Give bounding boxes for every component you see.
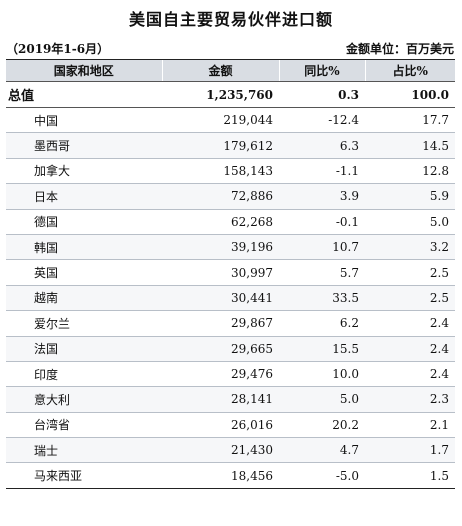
unit-label: 金额单位：百万美元 — [345, 42, 454, 56]
yoy-cell: 6.3 — [279, 132, 365, 159]
table-row: 越南 30,441 33.5 2.5 — [6, 285, 455, 312]
header-share: 占比% — [364, 59, 455, 82]
yoy-cell: 5.7 — [279, 259, 365, 286]
share-cell: 2.5 — [365, 285, 455, 312]
country-cell: 德国 — [6, 209, 162, 235]
amount-cell: 219,044 — [162, 107, 279, 134]
table-meta: （2019年1-6月） 金额单位：百万美元 — [6, 40, 454, 57]
header-amount: 金额 — [161, 59, 279, 82]
country-cell: 英国 — [6, 259, 162, 286]
yoy-cell: 4.7 — [279, 437, 365, 464]
yoy-cell: -0.1 — [279, 209, 365, 235]
country-cell: 瑞士 — [6, 437, 162, 464]
share-cell: 1.5 — [365, 462, 455, 489]
share-cell: 2.4 — [365, 310, 455, 337]
total-amount: 1,235,760 — [162, 81, 279, 108]
amount-cell: 158,143 — [162, 158, 279, 185]
period-label: （2019年1-6月） — [6, 42, 110, 56]
country-cell: 爱尔兰 — [6, 310, 162, 337]
table-row: 英国 30,997 5.7 2.5 — [6, 259, 455, 286]
amount-cell: 62,268 — [162, 209, 279, 235]
total-row: 总值 1,235,760 0.3 100.0 — [6, 81, 455, 108]
yoy-cell: 10.0 — [279, 361, 365, 388]
amount-cell: 179,612 — [162, 132, 279, 159]
yoy-cell: 6.2 — [279, 310, 365, 337]
amount-cell: 29,665 — [162, 336, 279, 362]
table-row: 墨西哥 179,612 6.3 14.5 — [6, 132, 455, 159]
amount-cell: 18,456 — [162, 462, 279, 489]
page-title: 美国自主要贸易伙伴进口额 — [128, 10, 333, 29]
table-row: 马来西亚 18,456 -5.0 1.5 — [6, 462, 455, 489]
country-cell: 加拿大 — [6, 158, 162, 185]
country-cell: 印度 — [6, 361, 162, 388]
share-cell: 17.7 — [365, 107, 455, 134]
yoy-cell: 5.0 — [279, 386, 365, 413]
share-cell: 2.3 — [365, 386, 455, 413]
table-row: 爱尔兰 29,867 6.2 2.4 — [6, 310, 455, 337]
country-cell: 墨西哥 — [6, 132, 162, 159]
share-cell: 14.5 — [365, 132, 455, 159]
country-cell: 韩国 — [6, 234, 162, 261]
import-table: 国家和地区 金额 同比% 占比% 总值 1,235,760 0.3 100.0 … — [6, 59, 455, 489]
table-header: 国家和地区 金额 同比% 占比% — [6, 59, 455, 82]
amount-cell: 26,016 — [162, 412, 279, 439]
country-cell: 中国 — [6, 107, 162, 134]
yoy-cell: 33.5 — [279, 285, 365, 312]
share-cell: 5.0 — [365, 209, 455, 235]
table-row: 日本 72,886 3.9 5.9 — [6, 183, 455, 210]
amount-cell: 21,430 — [162, 437, 279, 464]
table-row: 瑞士 21,430 4.7 1.7 — [6, 437, 455, 464]
table-body: 总值 1,235,760 0.3 100.0 中国 219,044 -12.4 17.… — [6, 81, 455, 489]
yoy-cell: -1.1 — [279, 158, 365, 185]
share-cell: 2.4 — [365, 336, 455, 362]
yoy-cell: 20.2 — [279, 412, 365, 439]
share-cell: 12.8 — [365, 158, 455, 185]
country-cell: 法国 — [6, 336, 162, 362]
country-cell: 日本 — [6, 183, 162, 210]
yoy-cell: -5.0 — [279, 462, 365, 489]
share-cell: 2.1 — [365, 412, 455, 439]
yoy-cell: 10.7 — [279, 234, 365, 261]
amount-cell: 28,141 — [162, 386, 279, 413]
table-row: 意大利 28,141 5.0 2.3 — [6, 386, 455, 413]
yoy-cell: 3.9 — [279, 183, 365, 210]
share-cell: 3.2 — [365, 234, 455, 261]
table-row: 印度 29,476 10.0 2.4 — [6, 361, 455, 388]
country-cell: 台湾省 — [6, 412, 162, 439]
amount-cell: 72,886 — [162, 183, 279, 210]
table-row: 韩国 39,196 10.7 3.2 — [6, 234, 455, 261]
total-name: 总值 — [6, 81, 162, 108]
amount-cell: 39,196 — [162, 234, 279, 261]
share-cell: 5.9 — [365, 183, 455, 210]
share-cell: 2.5 — [365, 259, 455, 286]
header-row: 国家和地区 金额 同比% 占比% — [6, 59, 455, 82]
amount-cell: 30,997 — [162, 259, 279, 286]
table-row: 德国 62,268 -0.1 5.0 — [6, 209, 455, 235]
yoy-cell: -12.4 — [279, 107, 365, 134]
share-cell: 2.4 — [365, 361, 455, 388]
table-row: 加拿大 158,143 -1.1 12.8 — [6, 158, 455, 185]
total-yoy: 0.3 — [279, 81, 365, 108]
amount-cell: 30,441 — [162, 285, 279, 312]
total-share: 100.0 — [365, 81, 455, 108]
amount-cell: 29,867 — [162, 310, 279, 337]
yoy-cell: 15.5 — [279, 336, 365, 362]
country-cell: 马来西亚 — [6, 462, 162, 489]
header-country: 国家和地区 — [6, 59, 162, 82]
amount-cell: 29,476 — [162, 361, 279, 388]
header-yoy: 同比% — [278, 59, 365, 82]
country-cell: 意大利 — [6, 386, 162, 413]
country-cell: 越南 — [6, 285, 162, 312]
table-row: 法国 29,665 15.5 2.4 — [6, 336, 455, 362]
table-row: 中国 219,044 -12.4 17.7 — [6, 107, 455, 134]
table-row: 台湾省 26,016 20.2 2.1 — [6, 412, 455, 439]
share-cell: 1.7 — [365, 437, 455, 464]
